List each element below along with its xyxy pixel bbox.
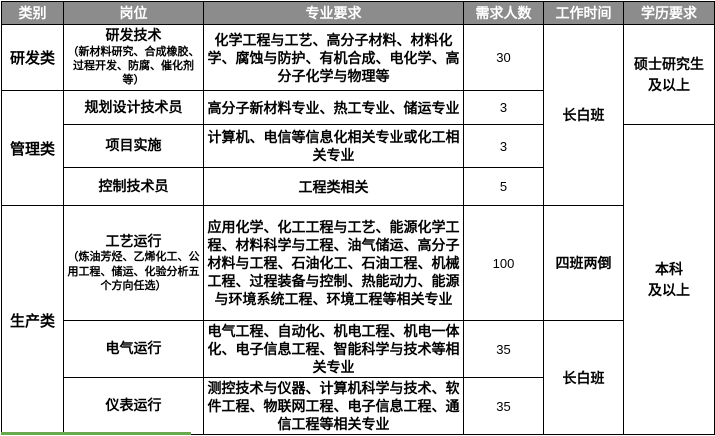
position-note: （新材料研究、合成橡胶、过程开发、防腐、催化剂等） xyxy=(67,45,200,87)
position-name: 工艺运行 xyxy=(105,232,162,249)
category-cell-management: 管理类 xyxy=(1,90,64,206)
major-cell: 高分子新材料专业、热工专业、储运专业 xyxy=(203,90,464,125)
header-headcount: 需求人数 xyxy=(463,1,544,25)
category-cell-production: 生产类 xyxy=(1,205,64,435)
position-cell: 工艺运行 （炼油芳烃、乙烯化工、公用工程、储运、化验分析五个方向任选） xyxy=(63,205,204,321)
table-row: 电气运行 电气工程、自动化、机电工程、机电一体化、电子信息工程、智能科学与技术等… xyxy=(2,320,715,435)
education-cell-bachelor: 本科 及以上 xyxy=(623,124,715,435)
table-row: 生产类 工艺运行 （炼油芳烃、乙烯化工、公用工程、储运、化验分析五个方向任选） … xyxy=(1,205,715,435)
position-cell: 项目实施 xyxy=(63,124,204,168)
header-category: 类别 xyxy=(1,1,64,25)
education-cell-master: 硕士研究生 及以上 xyxy=(623,24,715,125)
category-cell-rnd: 研发类 xyxy=(1,24,64,91)
table-row: 仪表运行 测控技术与仪器、计算机科学与技术、软件工程、物联网工程、电子信息工程、… xyxy=(2,377,715,435)
headcount-cell: 100 xyxy=(463,205,544,321)
major-cell: 测控技术与仪器、计算机科学与技术、软件工程、物联网工程、电子信息工程、通信工程等… xyxy=(203,377,464,435)
header-row: 类别 岗位 专业要求 需求人数 工作时间 学历要求 xyxy=(1,1,715,25)
table-row: 研发类 研发技术 （新材料研究、合成橡胶、过程开发、防腐、催化剂等） 化学工程与… xyxy=(1,24,715,206)
table-row: 控制技术员 工程类相关 5 xyxy=(2,167,715,206)
green-selection-line xyxy=(1,432,191,435)
schedule-cell-day-shift-top: 长白班 xyxy=(543,24,624,206)
position-name: 研发技术 xyxy=(105,27,162,44)
position-cell: 仪表运行 xyxy=(63,377,204,435)
header-major: 专业要求 xyxy=(203,1,464,25)
headcount-cell: 3 xyxy=(463,90,544,125)
position-cell: 电气运行 xyxy=(63,320,204,378)
major-cell: 应用化学、化工工程与工艺、能源化学工程、材料科学与工程、油气储运、高分子材料与工… xyxy=(203,205,464,321)
header-education: 学历要求 xyxy=(623,1,715,25)
table-row: 项目实施 计算机、电信等信息化相关专业或化工相关专业 3 本科 及以上 xyxy=(2,124,715,435)
position-cell: 研发技术 （新材料研究、合成橡胶、过程开发、防腐、催化剂等） xyxy=(63,24,204,91)
table-row: 管理类 规划设计技术员 高分子新材料专业、热工专业、储运专业 3 xyxy=(1,90,715,206)
major-cell: 化学工程与工艺、高分子材料、材料化学、腐蚀与防护、有机合成、电化学、高分子化学与… xyxy=(203,24,464,91)
major-cell: 电气工程、自动化、机电工程、机电一体化、电子信息工程、智能科学与技术等相关专业 xyxy=(203,320,464,378)
position-cell: 规划设计技术员 xyxy=(63,90,204,125)
headcount-cell: 35 xyxy=(463,377,544,435)
schedule-cell-day-shift-bottom: 长白班 xyxy=(543,320,624,435)
headcount-cell: 5 xyxy=(463,167,544,206)
header-schedule: 工作时间 xyxy=(543,1,624,25)
major-cell: 工程类相关 xyxy=(203,167,464,206)
headcount-cell: 35 xyxy=(463,320,544,378)
headcount-cell: 30 xyxy=(463,24,544,91)
header-position: 岗位 xyxy=(63,1,204,25)
position-note: （炼油芳烃、乙烯化工、公用工程、储运、化验分析五个方向任选） xyxy=(67,251,200,292)
schedule-cell-four-shift: 四班两倒 xyxy=(543,205,624,321)
headcount-cell: 3 xyxy=(463,124,544,168)
position-cell: 控制技术员 xyxy=(63,167,204,206)
major-cell: 计算机、电信等信息化相关专业或化工相关专业 xyxy=(203,124,464,168)
